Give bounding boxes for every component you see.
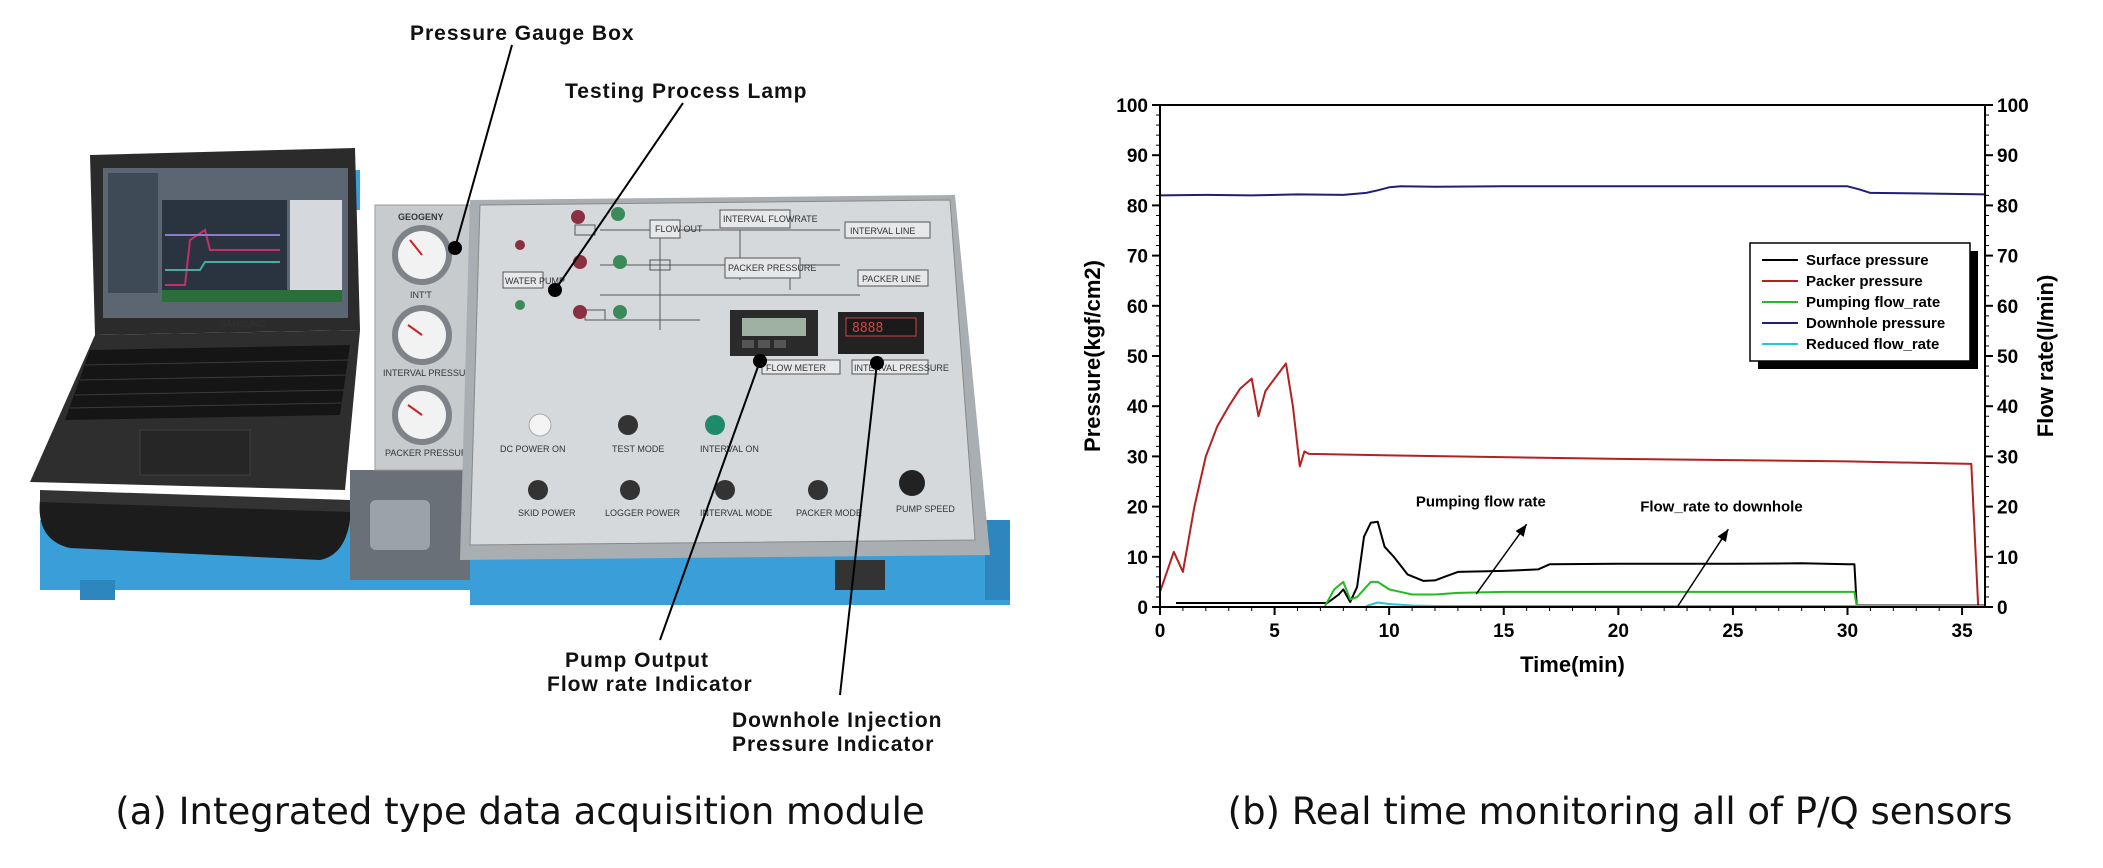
label-interval-flowrate: INTERVAL FLOWRATE: [723, 214, 818, 224]
y-tick-label: 90: [1127, 146, 1148, 167]
y2-tick-label: 40: [1997, 397, 2018, 418]
callout-dots: [448, 241, 884, 370]
x-tick-label: 15: [1493, 621, 1515, 642]
y-tick-label: 80: [1127, 196, 1148, 217]
pressure-gauge-box: GEOGENY INT'T INTERVAL PRESSURE PACKER P…: [374, 204, 478, 471]
y2-tick-label: 80: [1997, 196, 2018, 217]
label-packer-mode: PACKER MODE: [796, 508, 862, 518]
caption-b: (b) Real time monitoring all of P/Q sens…: [1227, 790, 2013, 833]
series-line-packer-pressure: [1159, 362, 1980, 605]
x-tick-label: 25: [1722, 621, 1744, 642]
legend-entry: Packer pressure: [1806, 273, 1923, 290]
annotation-flow-rate-to-downhole: Flow_rate to downhole: [1640, 499, 1803, 516]
annotation-arrowhead-0: [1515, 524, 1527, 537]
foam-pad: [39, 490, 350, 560]
x-tick-label: 0: [1155, 621, 1166, 642]
y-axis-label: Pressure(kgf/cm2): [1080, 260, 1105, 452]
process-lamps: [515, 207, 627, 319]
y-tick-label: 20: [1127, 498, 1148, 519]
annotation-arrowhead-1: [1717, 529, 1729, 542]
legend-entry: Surface pressure: [1806, 252, 1929, 269]
laptop: SAMSUNG: [30, 148, 360, 490]
laptop-brand: SAMSUNG: [220, 319, 266, 329]
callout-pump-output-2: Flow rate Indicator: [547, 673, 753, 696]
label-interval-mode: INTERVAL MODE: [700, 508, 772, 518]
svg-text:8888: 8888: [852, 321, 883, 336]
y-tick-label: 50: [1127, 347, 1148, 368]
x-tick-label: 20: [1608, 621, 1629, 642]
gauge-int: INT'T: [392, 225, 452, 300]
y2-tick-label: 100: [1997, 96, 2029, 117]
label-interval-pressure: INTERVAL PRESSURE: [854, 363, 949, 373]
annotation-arrow-1: [1677, 528, 1729, 607]
label-packer-line: PACKER LINE: [862, 274, 921, 284]
y2-tick-label: 20: [1997, 498, 2018, 519]
photo-panel: SAMSUNG GEOGENY INT'T: [30, 22, 1010, 756]
gauge-label-3: PACKER PRESSURE: [385, 448, 473, 458]
gauge-interval-pressure: INTERVAL PRESSURE: [383, 305, 478, 378]
y2-axis-label: Flow rate(l/min): [2033, 275, 2058, 438]
label-interval-line: INTERVAL LINE: [850, 226, 915, 236]
callout-downhole-2: Pressure Indicator: [732, 733, 934, 756]
annotation-pumping-flow-rate: Pumping flow rate: [1416, 494, 1546, 511]
y2-tick-label: 50: [1997, 347, 2018, 368]
label-logger-power: LOGGER POWER: [605, 508, 681, 518]
equipment-photo: SAMSUNG GEOGENY INT'T: [30, 22, 1010, 756]
gauge-label-2: INTERVAL PRESSURE: [383, 368, 478, 378]
gauge-label-1: INT'T: [410, 290, 432, 300]
chart-panel: 0 0 10 10 20 20 30 30 40 40 50 50 60 60 70 70 80 80 90 90 10…: [1060, 0, 2103, 868]
callout-leaders: [454, 44, 878, 696]
legend-entry: Downhole pressure: [1806, 315, 1945, 332]
series-line-reduced-flow-rate: [1366, 601, 1985, 607]
y-tick-label: 40: [1127, 397, 1148, 418]
x-tick-label: 30: [1837, 621, 1858, 642]
callout-pump-output-1: Pump Output: [565, 649, 709, 672]
callout-downhole-1: Downhole Injection: [732, 709, 943, 732]
control-panel: FLOW OUT INTERVAL FLOWRATE INTERVAL LINE…: [460, 195, 990, 590]
series-line-downhole-pressure: [1159, 185, 1986, 197]
label-water-pump: WATER PUMP: [505, 276, 565, 286]
series-line-surface-pressure: [1176, 520, 1985, 607]
label-skid-power: SKID POWER: [518, 508, 576, 518]
label-packer-pressure: PACKER PRESSURE: [728, 263, 816, 273]
gauge-packer-pressure: PACKER PRESSURE: [385, 385, 473, 458]
y2-tick-label: 90: [1997, 146, 2018, 167]
y2-tick-label: 0: [1997, 598, 2008, 619]
callout-pressure-gauge-box: Pressure Gauge Box: [410, 22, 635, 45]
label-test-mode: TEST MODE: [612, 444, 664, 454]
y2-tick-label: 70: [1997, 247, 2018, 268]
label-flow-meter: FLOW METER: [766, 363, 826, 373]
annotation-arrow-0: [1475, 523, 1528, 595]
callout-testing-process-lamp: Testing Process Lamp: [565, 80, 808, 103]
y2-tick-label: 60: [1997, 297, 2018, 318]
y-tick-label: 70: [1127, 247, 1148, 268]
label-pump-speed: PUMP SPEED: [896, 504, 955, 514]
legend-entry: Reduced flow_rate: [1806, 336, 1939, 353]
caption-a: (a) Integrated type data acquisition mod…: [115, 790, 925, 833]
label-dc-power: DC POWER ON: [500, 444, 566, 454]
label-flow-out: FLOW OUT: [655, 224, 703, 234]
y-tick-label: 0: [1137, 598, 1148, 619]
y-tick-label: 100: [1116, 96, 1148, 117]
y-tick-label: 10: [1127, 548, 1148, 569]
y-tick-label: 30: [1127, 447, 1148, 468]
interval-pressure-display: 8888 INTERVAL PRESSURE: [838, 312, 949, 375]
series-line-pumping-flow-rate: [1324, 580, 1985, 607]
brand-label: GEOGENY: [398, 212, 444, 222]
x-axis-label: Time(min): [1520, 652, 1625, 677]
x-tick-label: 35: [1952, 621, 1974, 642]
y2-tick-label: 30: [1997, 447, 2018, 468]
flow-meter-display: FLOW METER: [730, 310, 841, 375]
annotations: Pumping flow rate Flow_rate to downhole: [1416, 494, 1803, 607]
fan-vent: [835, 560, 885, 590]
x-tick-label: 5: [1269, 621, 1280, 642]
legend: Surface pressure Packer pressure Pumping f…: [1749, 242, 1978, 369]
legend-entry: Pumping flow_rate: [1806, 294, 1940, 311]
y-tick-label: 60: [1127, 297, 1148, 318]
x-tick-label: 10: [1379, 621, 1400, 642]
y2-tick-label: 10: [1997, 548, 2018, 569]
